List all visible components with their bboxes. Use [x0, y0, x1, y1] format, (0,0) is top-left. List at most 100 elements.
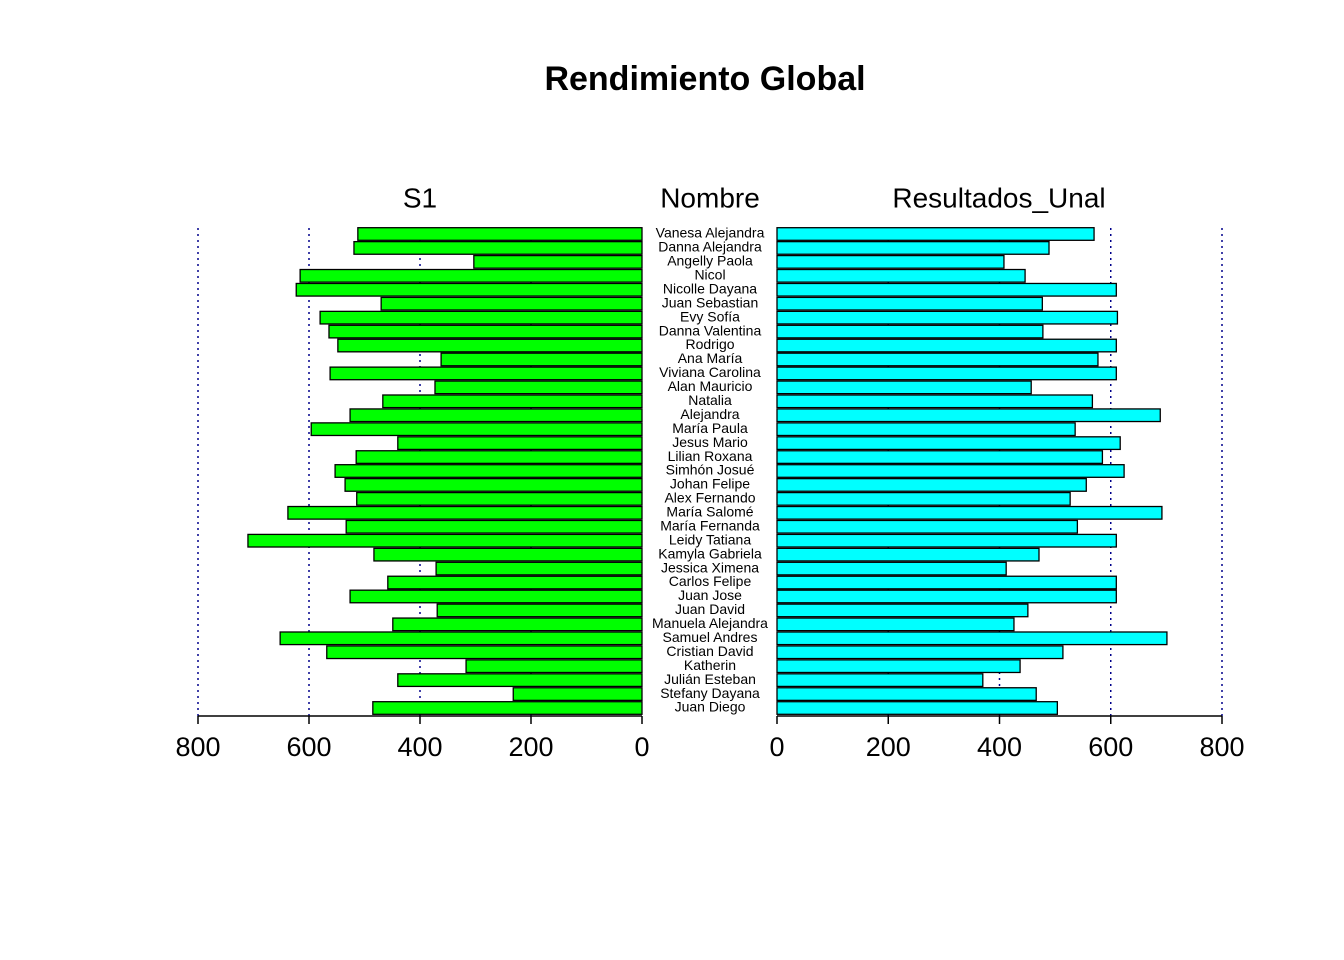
- bar: [776, 533, 1117, 548]
- bar: [776, 645, 1064, 660]
- bar: [776, 701, 1059, 715]
- bar: [279, 631, 643, 646]
- bar: [776, 352, 1099, 367]
- bar: [440, 352, 643, 367]
- category-label: Alex Fernando: [664, 490, 755, 506]
- bar: [349, 408, 643, 423]
- bar: [512, 687, 643, 702]
- bar: [382, 394, 643, 409]
- bar: [776, 296, 1043, 311]
- bar: [776, 436, 1121, 451]
- bar: [776, 575, 1117, 590]
- bar: [337, 338, 643, 353]
- category-label: Viviana Carolina: [659, 364, 761, 380]
- bar: [349, 589, 643, 604]
- category-label: Julián Esteban: [664, 671, 756, 687]
- bar: [776, 464, 1125, 478]
- bar: [373, 547, 643, 562]
- bar: [776, 617, 1015, 632]
- bar: [356, 491, 643, 506]
- x-tick-label: 800: [1199, 732, 1244, 762]
- bar: [328, 324, 643, 339]
- category-label: Danna Alejandra: [658, 239, 762, 255]
- category-label: María Fernanda: [660, 517, 760, 533]
- bar: [776, 422, 1076, 437]
- bar: [344, 477, 643, 492]
- bar: [473, 254, 643, 269]
- bar: [465, 659, 643, 674]
- bar: [357, 227, 643, 241]
- category-label: Rodrigo: [685, 336, 734, 352]
- category-label: Juan David: [675, 601, 745, 617]
- bar: [776, 603, 1029, 618]
- bar: [776, 673, 984, 688]
- category-label: Jesus Mario: [672, 434, 748, 450]
- category-label: Samuel Andres: [663, 629, 758, 645]
- category-label: Juan Jose: [678, 587, 742, 603]
- bar: [776, 366, 1117, 381]
- bar: [776, 450, 1104, 465]
- x-tick-label: 600: [286, 732, 331, 762]
- bar: [326, 645, 643, 660]
- bar: [355, 450, 643, 465]
- bar: [287, 505, 643, 520]
- bar: [776, 227, 1095, 241]
- category-label: Natalia: [688, 392, 732, 408]
- category-label: Ana María: [678, 350, 743, 366]
- bar: [776, 240, 1050, 255]
- bar: [372, 701, 643, 715]
- bar: [776, 268, 1026, 283]
- category-label: Juan Diego: [675, 699, 746, 715]
- bar: [776, 477, 1087, 492]
- x-tick-label: 800: [175, 732, 220, 762]
- category-label: Manuela Alejandra: [652, 615, 768, 631]
- category-label: Simhón Josué: [666, 462, 755, 478]
- bar: [299, 268, 643, 283]
- bar: [776, 519, 1079, 534]
- bar: [397, 673, 643, 688]
- bar: [387, 575, 643, 590]
- bar: [247, 533, 643, 548]
- bar: [776, 338, 1117, 353]
- category-label: Angelly Paola: [667, 253, 753, 269]
- category-label: Kamyla Gabriela: [658, 545, 762, 561]
- bar: [295, 282, 643, 297]
- bar: [776, 687, 1037, 702]
- bar: [397, 436, 643, 451]
- x-tick-label: 0: [634, 732, 649, 762]
- bar: [329, 366, 643, 381]
- bar: [434, 380, 643, 395]
- bar: [776, 282, 1117, 297]
- bar: [776, 254, 1005, 269]
- category-label: Carlos Felipe: [669, 573, 752, 589]
- category-label: Nicolle Dayana: [663, 280, 757, 296]
- category-label: Evy Sofía: [680, 308, 740, 324]
- x-tick-label: 600: [1088, 732, 1133, 762]
- bar: [435, 561, 643, 576]
- bar: [334, 464, 643, 478]
- category-label: Lilian Roxana: [668, 448, 753, 464]
- bar: [776, 408, 1161, 423]
- bar: [776, 547, 1040, 562]
- bar: [392, 617, 643, 632]
- bar: [380, 296, 643, 311]
- category-label: Johan Felipe: [670, 476, 750, 492]
- bar: [436, 603, 643, 618]
- x-tick-label: 200: [866, 732, 911, 762]
- bar: [776, 380, 1032, 395]
- category-label: Cristian David: [666, 643, 753, 659]
- x-tick-label: 400: [977, 732, 1022, 762]
- bar: [776, 394, 1094, 409]
- series-header: S1: [403, 182, 437, 213]
- category-label: Juan Sebastian: [662, 294, 759, 310]
- category-label: Alan Mauricio: [668, 378, 753, 394]
- bar: [776, 561, 1007, 576]
- series-header: Resultados_Unal: [892, 182, 1105, 213]
- bar: [776, 589, 1117, 604]
- bar: [310, 422, 643, 437]
- bar: [776, 505, 1163, 520]
- bar: [776, 491, 1071, 506]
- bar: [345, 519, 643, 534]
- category-label: Vanesa Alejandra: [656, 225, 765, 241]
